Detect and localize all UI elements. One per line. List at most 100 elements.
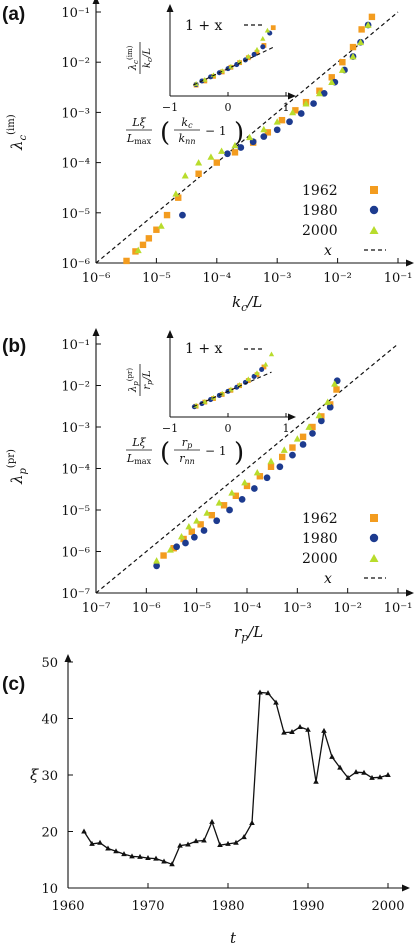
point-1962 [160,552,167,559]
y-tick-label: 10 [41,882,58,897]
xi-point [321,727,327,733]
inset-b-xtick: 1 [283,422,290,435]
point-1962 [208,511,216,519]
panel-a: (a) 10⁻⁶ 10⁻⁵ 10⁻⁴ 10⁻³ 10⁻² 10⁻¹ 10⁻⁶ 10⁻⁵ 10⁻⁴… [2,0,414,314]
xi-point [225,840,231,846]
xi-point [305,726,311,732]
inset-point-1962 [261,364,267,370]
inset-point-2000 [263,361,269,367]
panel-b-xlabel: rp/L [234,623,263,644]
panel-c-axes [64,654,410,892]
legend-2000: 2000 [302,223,338,239]
inset-a-ylabel: λc(im) kc/L [126,42,154,74]
inset-point-2000 [264,27,271,33]
point-2000 [228,489,236,496]
point-2000 [231,141,239,149]
x-tick-label: 10⁻⁶ [132,601,161,616]
xi-point [201,837,207,843]
x-tick-label: 10⁻³ [263,271,292,286]
legend-1962-marker [370,514,378,522]
legend-1980-marker [369,205,379,215]
inset-point-2000 [268,351,275,357]
y-tick-label: 10⁻⁷ [61,587,90,602]
svg-text:rp/L: rp/L [142,370,154,390]
x-tick-label: 10⁻³ [283,601,312,616]
legend-1962-marker [370,186,378,194]
y-tick-label: 50 [41,656,58,671]
point-1980 [191,533,198,541]
point-1980 [238,496,246,503]
panel-c-ticks: 1960 1970 1980 1990 2000 10 20 30 40 50 [41,656,404,914]
inset-a-xtick: −1 [162,101,178,114]
svg-text:(: ( [160,438,170,468]
panel-a-legend: 1962 1980 2000 x [302,183,386,259]
x-tick-label: 10⁻² [323,271,352,286]
xi-point [97,839,103,845]
point-1980 [224,150,231,158]
inset-point-1962 [254,49,260,55]
xi-point [145,855,151,861]
point-1962 [358,26,365,33]
inset-point-1980 [260,44,266,50]
point-2000 [181,172,189,179]
point-2000 [195,159,203,166]
svg-text:kc/L: kc/L [142,48,154,68]
xi-point [113,848,119,854]
point-1962 [153,226,160,233]
y-tick-label: 10⁻¹ [61,6,90,21]
svg-text:rp: rp [182,436,192,450]
y-tick-label: 40 [41,713,58,728]
inset-point-2000 [245,53,251,59]
xi-point [297,723,303,729]
inset-point-2000 [254,46,260,52]
xi-point [249,820,255,826]
inset-y-arrow [166,4,174,12]
legend-x: x [324,243,332,259]
xi-series-line [83,691,389,866]
point-1980 [182,539,189,547]
panel-label-b: (b) [2,336,26,357]
point-1962 [197,521,204,528]
y-axis-arrow [92,0,100,4]
y-axis-arrow [64,654,72,662]
inset-point-1980 [251,51,257,57]
legend-1980-marker [369,533,379,543]
y-tick-label: 10⁻³ [61,421,90,436]
y-axis-arrow [92,328,100,336]
panel-c-ylabel: ξ [30,766,39,784]
xi-point [185,841,191,847]
point-2000 [153,557,161,564]
x-axis-arrow [406,589,414,597]
svg-text:λc(im): λc(im) [126,45,140,71]
xi-point [89,840,95,846]
inset-point-2000 [202,76,208,82]
point-2000 [349,52,357,60]
point-2000 [253,469,261,476]
x-tick-label: 1980 [211,899,244,914]
point-1980 [310,100,317,107]
point-1980 [320,89,328,97]
xi-point [193,838,199,844]
point-2000 [267,457,275,465]
svg-text:rnn: rnn [179,452,195,466]
point-1962 [213,159,220,166]
point-2000 [305,423,313,430]
point-1962 [264,129,272,136]
xi-point [377,774,383,780]
xi-point [241,834,247,840]
y-tick-label: 10⁻³ [61,106,90,121]
point-1962 [349,43,357,51]
x-tick-label: 1990 [291,899,324,914]
panel-b: (b) 10⁻⁷ 10⁻⁶ 10⁻⁵ 10⁻⁴ 10⁻³ 10⁻² 10⁻¹ 10⁻⁷ 10⁻⁶… [2,328,414,644]
panel-label-a: (a) [2,4,25,25]
legend-1962: 1962 [302,183,338,199]
y-tick-label: 20 [41,826,58,841]
x-tick-label: 1970 [131,899,164,914]
point-1962 [339,59,346,66]
inset-x-arrow [288,413,296,421]
xi-point [233,839,239,845]
point-1962 [309,423,316,431]
svg-text:− 1: − 1 [205,124,227,138]
point-2000 [172,190,180,197]
